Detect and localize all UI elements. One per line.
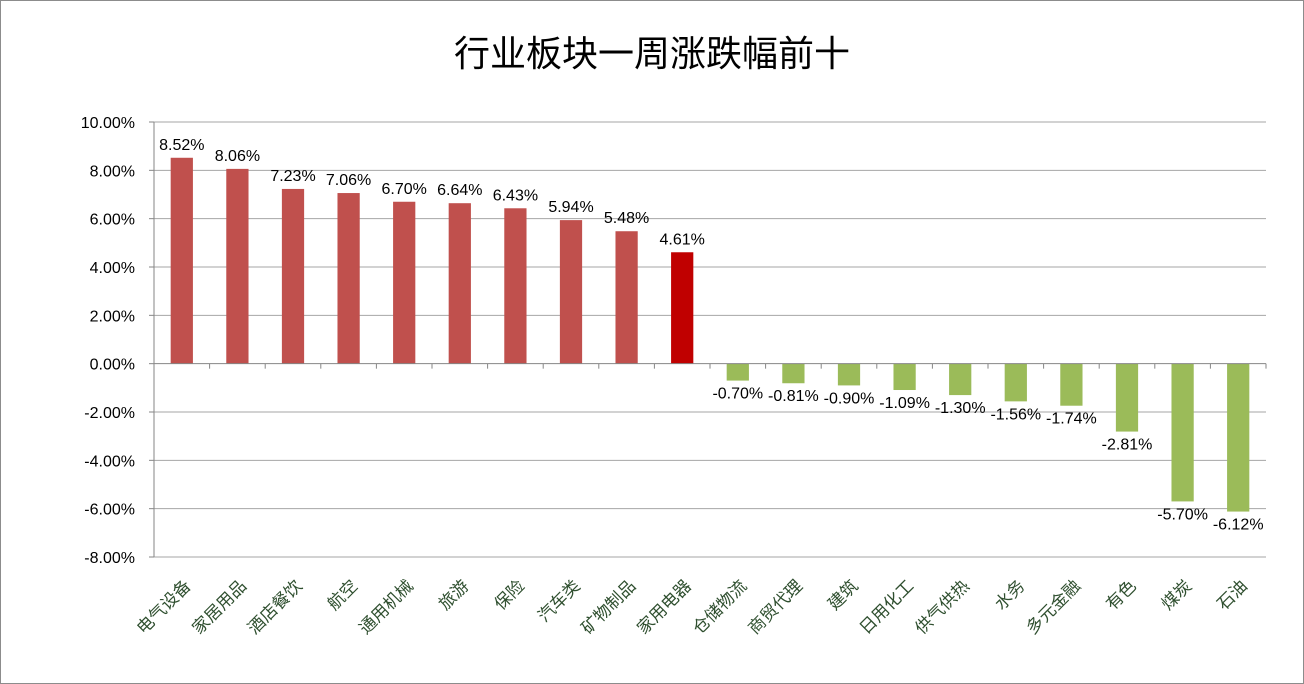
bar-7: [504, 208, 527, 364]
y-tick-label: -4.00%: [84, 453, 135, 470]
data-label: 8.52%: [159, 137, 204, 154]
bar-16: [1004, 363, 1027, 402]
data-label: -0.81%: [768, 388, 819, 405]
bar-1: [170, 157, 193, 364]
x-tick-label: 仓储物流: [689, 576, 751, 638]
y-tick-label: 6.00%: [90, 212, 135, 229]
data-label: -0.90%: [824, 390, 875, 407]
bar-14: [893, 363, 916, 391]
data-label: 6.70%: [382, 181, 427, 198]
bar-17: [1060, 363, 1083, 406]
x-tick-label: 保险: [491, 576, 529, 614]
x-tick-label: 水务: [991, 576, 1029, 614]
data-label: 7.23%: [270, 168, 315, 185]
bar-11: [726, 363, 749, 381]
data-label: -1.09%: [879, 395, 930, 412]
data-label: -1.56%: [990, 406, 1041, 423]
bar-6: [448, 203, 471, 364]
x-tick-label: 酒店餐饮: [244, 576, 306, 638]
data-label: -0.70%: [712, 386, 763, 403]
bar-4: [337, 193, 360, 364]
data-label: -1.30%: [935, 400, 986, 417]
data-label: 5.94%: [548, 199, 593, 216]
y-tick-label: 2.00%: [90, 308, 135, 325]
data-label: -2.81%: [1102, 437, 1153, 454]
bar-8: [559, 220, 583, 364]
y-tick-label: 8.00%: [90, 163, 135, 180]
x-tick-label: 家用电器: [634, 576, 696, 638]
bar-15: [949, 363, 972, 396]
x-tick-label: 家居用品: [189, 576, 251, 638]
bar-20: [1227, 363, 1250, 512]
axes: [149, 121, 1267, 558]
x-tick-label: 航空: [324, 576, 362, 614]
x-tick-label: 商贸代理: [745, 576, 807, 638]
data-label: -5.70%: [1157, 506, 1208, 523]
bar-18: [1115, 363, 1139, 432]
data-label: 6.43%: [493, 187, 538, 204]
x-tick-label: 日用化工: [856, 576, 918, 638]
data-label: 5.48%: [604, 210, 649, 227]
x-tick-label: 通用机械: [356, 576, 418, 638]
data-label: 6.64%: [437, 182, 482, 199]
bars: [170, 157, 1250, 512]
x-tick-label: 煤炭: [1158, 576, 1196, 614]
bar-13: [837, 363, 861, 386]
y-tick-label: -2.00%: [84, 405, 135, 422]
bar-9: [615, 231, 638, 364]
y-tick-label: -6.00%: [84, 502, 135, 519]
bar-19: [1171, 363, 1194, 502]
data-label: -1.74%: [1046, 411, 1097, 428]
bar-10: [671, 252, 694, 364]
bar-12: [782, 363, 805, 384]
gridlines: [154, 121, 1266, 558]
y-tick-label: 0.00%: [90, 357, 135, 374]
x-tick-label: 汽车类: [534, 576, 584, 626]
data-label: -6.12%: [1213, 517, 1264, 534]
chart-title: 行业板块一周涨跌幅前十: [453, 34, 850, 75]
x-tick-label: 矿物制品: [578, 576, 640, 638]
x-tick-label: 旅游: [435, 576, 473, 614]
x-tick-label: 石油: [1214, 576, 1252, 614]
x-tick-label: 供气供热: [912, 576, 974, 638]
x-tick-label: 有色: [1102, 576, 1140, 614]
bar-2: [226, 168, 249, 364]
labels: 10.00% 8.00% 6.00% 4.00% 2.00% 0.00% -2.00% -4.…: [81, 115, 1264, 639]
bar-3: [281, 188, 305, 364]
x-tick-label: 多元金融: [1023, 576, 1085, 638]
x-tick-label: 建筑: [824, 576, 862, 614]
y-tick-label: -8.00%: [84, 550, 135, 567]
data-label: 8.06%: [215, 148, 260, 165]
y-tick-label: 4.00%: [90, 260, 135, 277]
data-label: 4.61%: [660, 231, 705, 248]
y-tick-label: 10.00%: [81, 115, 135, 132]
data-label: 7.06%: [326, 172, 371, 189]
bar-5: [393, 201, 416, 364]
x-tick-label: 电气设备: [133, 576, 195, 638]
